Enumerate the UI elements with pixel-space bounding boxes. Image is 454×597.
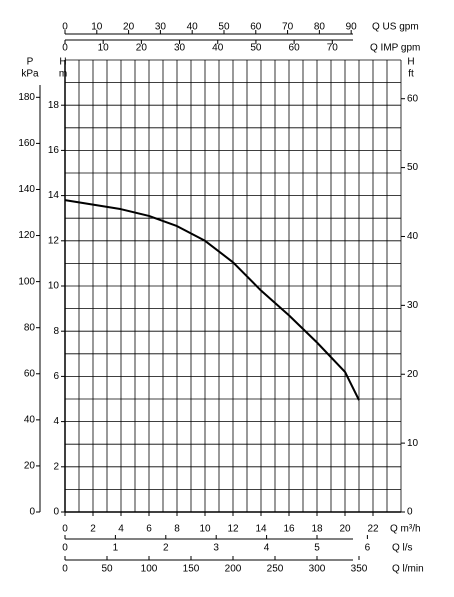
secondary-tick-label: 60	[24, 368, 36, 379]
secondary-tick-label: 140	[18, 184, 35, 195]
secondary-tick-label: 60	[407, 93, 419, 104]
y-tick-label: 18	[48, 100, 60, 111]
secondary-tick-label: 120	[18, 230, 35, 241]
secondary-axis-title: H	[407, 57, 414, 68]
secondary-tick-label: 70	[327, 43, 339, 54]
x-tick-label: 12	[227, 524, 239, 535]
x-tick-label: 20	[339, 524, 351, 535]
secondary-tick-label: 180	[18, 92, 35, 103]
x-tick-label: 0	[62, 524, 68, 535]
secondary-axis-title: Q US gpm	[372, 22, 419, 33]
secondary-tick-label: 0	[62, 543, 68, 554]
secondary-tick-label: 20	[136, 43, 148, 54]
secondary-tick-label: 100	[18, 276, 35, 287]
secondary-tick-label: 5	[314, 543, 320, 554]
secondary-tick-label: 50	[250, 43, 262, 54]
secondary-tick-label: 4	[264, 543, 270, 554]
secondary-tick-label: 1	[113, 543, 119, 554]
secondary-tick-label: 150	[183, 564, 200, 575]
secondary-tick-label: 20	[123, 22, 135, 33]
secondary-tick-label: 350	[351, 564, 368, 575]
secondary-tick-label: 30	[155, 22, 167, 33]
secondary-tick-label: 80	[314, 22, 326, 33]
secondary-tick-label: 100	[141, 564, 158, 575]
y-axis-title: H	[59, 57, 66, 68]
secondary-tick-label: 0	[62, 43, 68, 54]
secondary-tick-label: 300	[309, 564, 326, 575]
y-tick-label: 8	[53, 326, 59, 337]
x-tick-label: 22	[367, 524, 379, 535]
x-tick-label: 18	[311, 524, 323, 535]
y-tick-label: 2	[53, 461, 59, 472]
secondary-tick-label: 0	[29, 507, 35, 518]
x-tick-label: 2	[90, 524, 96, 535]
x-tick-label: 6	[146, 524, 152, 535]
secondary-tick-label: 3	[213, 543, 219, 554]
secondary-tick-label: 10	[98, 43, 110, 54]
secondary-tick-label: 50	[101, 564, 113, 575]
secondary-axis-title: Q l/s	[392, 543, 413, 554]
secondary-tick-label: 60	[289, 43, 301, 54]
secondary-tick-label: 40	[407, 231, 419, 242]
x-tick-label: 16	[283, 524, 295, 535]
secondary-axis-title: ft	[408, 69, 414, 80]
secondary-tick-label: 2	[163, 543, 169, 554]
secondary-axis-title: P	[27, 57, 34, 68]
y-axis-title: m	[59, 69, 67, 80]
secondary-tick-label: 50	[407, 162, 419, 173]
secondary-tick-label: 160	[18, 138, 35, 149]
secondary-tick-label: 10	[91, 22, 103, 33]
x-tick-label: 8	[174, 524, 180, 535]
curve	[64, 199, 360, 401]
secondary-tick-label: 0	[407, 507, 413, 518]
x-tick-label: 14	[255, 524, 267, 535]
x-tick-label: 4	[118, 524, 124, 535]
secondary-tick-label: 10	[407, 438, 419, 449]
secondary-tick-label: 200	[225, 564, 242, 575]
secondary-tick-label: 20	[24, 461, 36, 472]
secondary-tick-label: 70	[282, 22, 294, 33]
secondary-tick-label: 40	[24, 414, 36, 425]
secondary-axis-title: kPa	[21, 69, 39, 80]
y-tick-label: 14	[48, 190, 60, 201]
secondary-tick-label: 50	[218, 22, 230, 33]
y-tick-label: 12	[48, 235, 60, 246]
secondary-axis-title: Q IMP gpm	[370, 43, 420, 54]
y-tick-label: 6	[53, 371, 59, 382]
secondary-tick-label: 60	[250, 22, 262, 33]
secondary-tick-label: 40	[187, 22, 199, 33]
secondary-tick-label: 90	[346, 22, 358, 33]
secondary-tick-label: 20	[407, 369, 419, 380]
secondary-tick-label: 80	[24, 322, 36, 333]
secondary-tick-label: 6	[365, 543, 371, 554]
secondary-tick-label: 30	[174, 43, 186, 54]
secondary-tick-label: 40	[212, 43, 224, 54]
y-tick-label: 10	[48, 281, 60, 292]
secondary-tick-label: 30	[407, 300, 419, 311]
secondary-axis-title: Q l/min	[392, 564, 424, 575]
x-axis-title: Q m³/h	[390, 524, 421, 535]
y-tick-label: 16	[48, 145, 60, 156]
secondary-tick-label: 250	[267, 564, 284, 575]
secondary-tick-label: 0	[62, 22, 68, 33]
y-tick-label: 4	[53, 416, 59, 427]
secondary-tick-label: 0	[62, 564, 68, 575]
y-tick-label: 0	[53, 507, 59, 518]
x-tick-label: 10	[199, 524, 211, 535]
